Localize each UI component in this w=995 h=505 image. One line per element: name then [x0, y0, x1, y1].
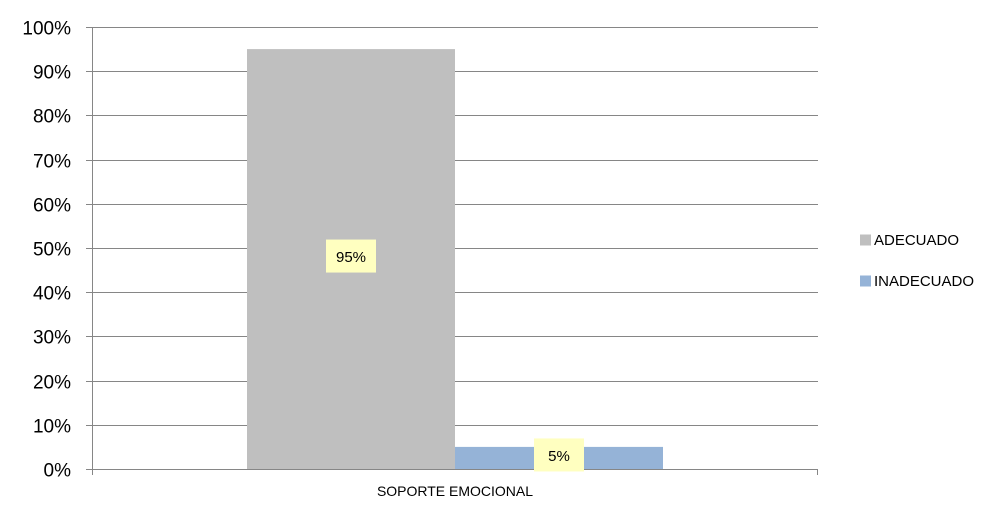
- legend-label: ADECUADO: [874, 232, 959, 249]
- legend: ADECUADO INADECUADO: [860, 232, 974, 290]
- y-tick-label: 70%: [33, 152, 71, 173]
- y-tick-label: 40%: [33, 284, 71, 305]
- data-label: 95%: [336, 249, 366, 266]
- legend-swatch-adecuado: [860, 234, 871, 246]
- bars: [247, 49, 663, 469]
- category-label: SOPORTE EMOCIONAL: [377, 483, 533, 499]
- y-tick-label: 90%: [33, 63, 71, 84]
- y-tick-label: 50%: [33, 240, 71, 261]
- y-tick-label: 30%: [33, 328, 71, 349]
- data-label: 5%: [548, 448, 570, 465]
- y-tick-label: 10%: [33, 417, 71, 438]
- y-tick-label: 60%: [33, 196, 71, 217]
- y-tick-label: 20%: [33, 373, 71, 394]
- legend-swatch-inadecuado: [860, 275, 871, 287]
- data-labels: 95% 5%: [326, 239, 584, 472]
- legend-label: INADECUADO: [874, 273, 974, 290]
- axes: 0% 10% 20% 30% 40% 50% 60% 70% 80% 90% 100% SOPORTE…: [22, 19, 818, 499]
- y-tick-label: 100%: [22, 19, 71, 40]
- data-label-box: [326, 239, 377, 273]
- y-tick-label: 80%: [33, 107, 71, 128]
- y-tick-label: 0%: [44, 461, 72, 482]
- data-label-box: [533, 438, 584, 472]
